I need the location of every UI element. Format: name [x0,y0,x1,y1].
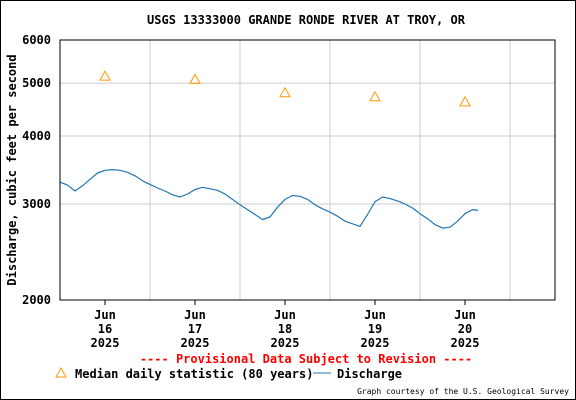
x-tick-label: 19 [368,322,382,336]
median-marker [189,73,201,84]
x-tick-label: 18 [278,322,292,336]
y-tick-label: 3000 [22,197,51,211]
x-tick-label: 2025 [361,336,390,350]
median-marker [459,95,471,107]
discharge-series-line [59,169,479,229]
y-tick-label: 5000 [22,76,51,90]
y-axis-label: Discharge, cubic feet per second [5,54,19,285]
y-tick-label: 6000 [22,33,51,47]
median-marker [99,70,111,81]
x-tick-label: Jun [184,308,206,322]
x-tick-label: 17 [188,322,202,336]
data-layer [59,70,479,229]
y-tick-labels: 2000 3000 4000 5000 6000 [22,33,51,307]
x-tick-label: 16 [98,322,112,336]
median-marker [279,86,291,98]
x-tick-label: 2025 [91,336,120,350]
legend-discharge-label: Discharge [337,367,402,381]
median-marker [369,90,381,102]
y-tick-label: 4000 [22,129,51,143]
plot-border [59,39,556,301]
x-tick-labels: Jun162025Jun172025Jun182025Jun192025Jun2… [91,300,480,350]
credit-text: Graph courtesy of the U.S. Geological Su… [357,387,569,396]
grid-layer [60,40,555,300]
legend-triangle-icon [55,366,67,378]
chart-title: USGS 13333000 GRANDE RONDE RIVER AT TROY… [147,13,466,27]
x-tick-label: 2025 [181,336,210,350]
legend-median-label: Median daily statistic (80 years) [75,367,313,381]
legend: Median daily statistic (80 years) Discha… [55,366,402,381]
provisional-notice: ---- Provisional Data Subject to Revisio… [140,352,472,366]
x-tick-label: 20 [458,322,472,336]
y-tick-label: 2000 [22,293,51,307]
x-tick-label: Jun [364,308,386,322]
x-tick-label: Jun [94,308,116,322]
x-tick-label: 2025 [451,336,480,350]
x-tick-label: 2025 [271,336,300,350]
x-tick-label: Jun [274,308,296,322]
x-tick-label: Jun [454,308,476,322]
